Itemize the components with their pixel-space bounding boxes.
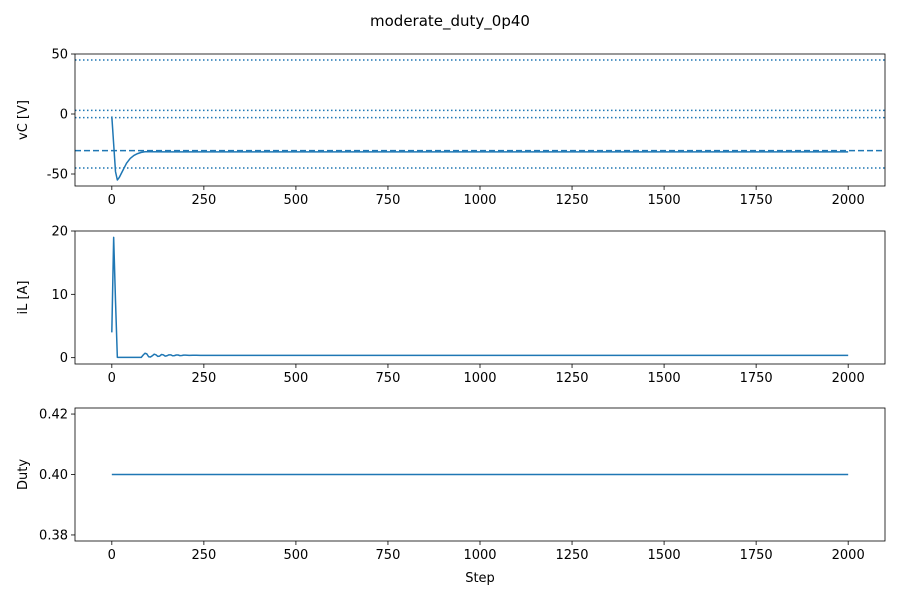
il-x-tick-label: 2000: [832, 371, 865, 386]
il-x-tick-label: 1500: [648, 371, 681, 386]
figure-title: moderate_duty_0p40: [370, 12, 530, 31]
duty-y-tick-label: 0.42: [39, 408, 68, 423]
il-series-line-0: [111, 236, 849, 359]
il-x-tick-label: 1750: [740, 371, 773, 386]
vc-x-tick-label: 2000: [832, 193, 865, 208]
duty-x-tick-label: 500: [283, 548, 308, 563]
voltage-subplot: 0 250 500 750 1000 1250 1500 1750 2000 -50 0 50 vC […: [16, 48, 886, 208]
duty-x-tick-label: 1000: [463, 548, 496, 563]
il-y-axis-label: iL [A]: [16, 280, 31, 314]
duty-x-axis-label: Step: [465, 571, 495, 586]
vc-x-tick-label: 1000: [463, 193, 496, 208]
duty-x-tick-label: 0: [108, 548, 116, 563]
duty-y-tick-label: 0.38: [39, 528, 68, 543]
current-subplot: 0 250 500 750 1000 1250 1500 1750 2000 0 10 20 iL [A…: [16, 225, 886, 386]
vc-x-tick-label: 750: [376, 193, 401, 208]
vc-x-tick-label: 0: [108, 193, 116, 208]
duty-y-axis-label: Duty: [16, 459, 31, 490]
vc-y-tick-label: 50: [51, 48, 68, 63]
vc-y-axis-label: vC [V]: [16, 100, 31, 140]
duty-x-tick-label: 750: [376, 548, 401, 563]
duty-x-tick-label: 1250: [555, 548, 588, 563]
vc-x-tick-label: 250: [191, 193, 216, 208]
vc-x-tick-label: 500: [283, 193, 308, 208]
il-x-tick-label: 1250: [555, 371, 588, 386]
il-y-tick-label: 10: [51, 288, 68, 303]
duty-x-tick-label: 250: [191, 548, 216, 563]
il-y-tick-label: 20: [51, 225, 68, 240]
vc-y-tick-label: 0: [60, 108, 68, 123]
il-x-tick-label: 500: [283, 371, 308, 386]
duty-x-tick-label: 1500: [648, 548, 681, 563]
duty-y-tick-label: 0.40: [39, 468, 68, 483]
il-x-tick-label: 250: [191, 371, 216, 386]
vc-series-line-0: [111, 116, 849, 181]
vc-x-tick-label: 1250: [555, 193, 588, 208]
duty-x-tick-label: 1750: [740, 548, 773, 563]
il-y-tick-label: 0: [60, 351, 68, 366]
il-x-tick-label: 1000: [463, 371, 496, 386]
vc-x-tick-label: 1750: [740, 193, 773, 208]
il-x-tick-label: 750: [376, 371, 401, 386]
duty-subplot: 0 250 500 750 1000 1250 1500 1750 2000 0.38 0.40 0.…: [16, 408, 886, 586]
duty-x-tick-label: 2000: [832, 548, 865, 563]
vc-x-tick-label: 1500: [648, 193, 681, 208]
il-x-tick-label: 0: [108, 371, 116, 386]
vc-y-tick-label: -50: [47, 168, 68, 183]
